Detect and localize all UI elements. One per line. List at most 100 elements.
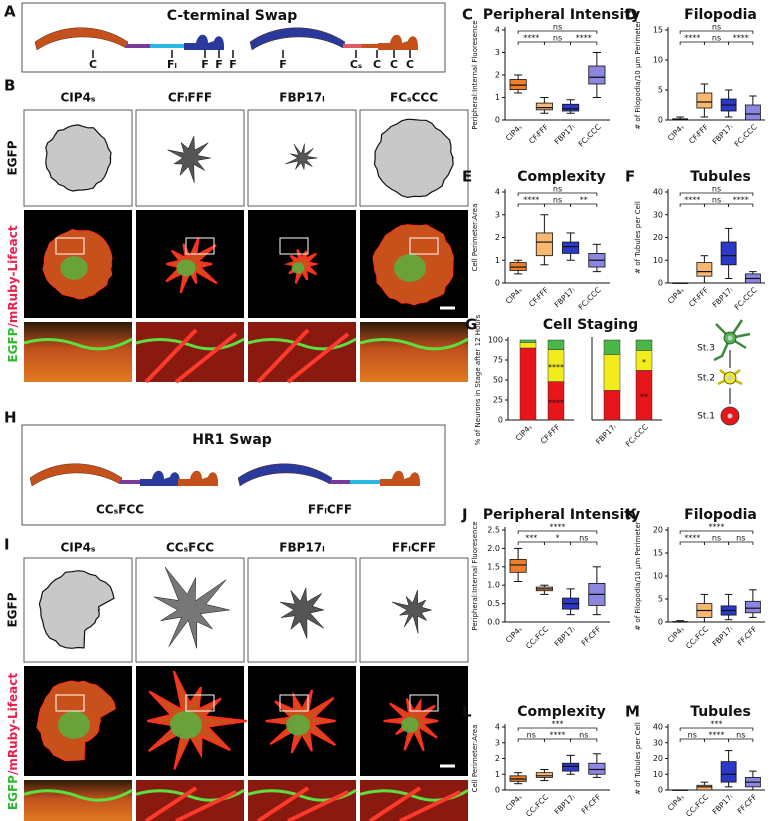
panel-label: L: [462, 703, 472, 721]
x-tick-label: FBP17ₗ: [711, 792, 735, 816]
cell-egfp: [153, 566, 230, 649]
cell-center: [170, 711, 202, 739]
x-tick-label: FBP17ₗ: [594, 422, 618, 446]
x-tick-label: CFₗFFF: [687, 285, 710, 308]
y-axis-title: % of Neurons in Stage after 12 Hours: [474, 314, 482, 445]
x-tick-label: CFₗFFF: [539, 422, 562, 445]
x-tick-label: CCₛFCC: [524, 624, 550, 650]
y-tick-label: 5: [658, 595, 663, 604]
protein-domain: [249, 27, 346, 51]
box: [720, 241, 737, 266]
bar-annotation: ****: [548, 363, 564, 372]
x-tick-label: FCₛCCC: [732, 122, 758, 148]
significance-label: ns: [579, 731, 588, 740]
significance-label: ****: [733, 196, 749, 205]
significance-label: ns: [712, 196, 721, 205]
zoom-edge: [359, 337, 469, 351]
significance-bracket: [570, 203, 598, 207]
y-tick-label: 0: [658, 618, 663, 627]
protein-domain: [178, 470, 218, 486]
legend-label: St.1: [697, 412, 715, 422]
construct-label: CCₛFCC: [96, 503, 144, 517]
cell-egfp: [391, 589, 433, 634]
box: [696, 92, 713, 109]
y-tick-label: 4: [495, 723, 500, 732]
y-tick-label: 40: [653, 188, 663, 197]
marker-label: C: [406, 58, 414, 71]
zoom-box: [185, 237, 215, 255]
column-header: CIP4ₛ: [61, 91, 96, 105]
zoom-image: [24, 322, 132, 382]
x-tick-label: FBP17ₗ: [711, 122, 735, 146]
panel-label: C: [462, 6, 473, 24]
x-tick-label: FFₗCFF: [736, 624, 759, 647]
y-axis-title: Cell Perimeter:Area: [471, 204, 479, 272]
zoom-box: [185, 694, 215, 712]
protein-domain: [380, 470, 420, 486]
legend-label: St.3: [697, 344, 715, 354]
zoom-box: [55, 694, 85, 712]
x-tick-label: CFₗFFF: [527, 122, 550, 145]
marker-label: F: [279, 58, 287, 71]
box: [696, 784, 713, 791]
y-tick-label: 100: [488, 336, 503, 345]
significance-label: ***: [711, 720, 723, 729]
zoom-filopodia: [144, 328, 238, 384]
cell-egfp: [167, 135, 211, 183]
significance-label: ****: [523, 34, 539, 43]
y-axis-title: # of Filopodia/10 µm Perimeter: [634, 20, 642, 129]
significance-label: ns: [712, 185, 721, 194]
y-tick-label: 0: [658, 116, 663, 125]
nucleus: [727, 335, 733, 341]
cell-center: [394, 254, 426, 282]
nucleus: [727, 375, 733, 381]
y-tick-label: 0: [658, 279, 663, 288]
bar-segment: [519, 347, 537, 421]
chart-title: Filopodia: [684, 7, 757, 23]
marker-label: F: [215, 58, 223, 71]
significance-label: ns: [736, 731, 745, 740]
panel-label: G: [465, 316, 477, 334]
x-tick-label: CIP4ₛ: [514, 422, 534, 442]
significance-label: ns: [736, 534, 745, 543]
x-tick-label: CIP4ₛ: [504, 285, 524, 305]
construct-label: FFₗCFF: [308, 503, 352, 517]
y-axis-title: # of Filopodia/10 µm Perimeter: [634, 521, 642, 630]
y-tick-label: 0.0: [487, 618, 500, 627]
neurite: [713, 319, 751, 362]
significance-label: ****: [550, 523, 566, 532]
box: [744, 600, 761, 614]
marker-label: C: [89, 58, 97, 71]
x-tick-label: CCₛFCC: [684, 792, 710, 818]
construct-box: [21, 424, 446, 526]
y-tick-label: 1.0: [487, 581, 500, 590]
panel-label: J: [461, 506, 468, 524]
panel-title: HR1 Swap: [192, 432, 272, 448]
y-axis-title: # of Tubules per Cell: [634, 201, 642, 274]
zoom-edge: [23, 789, 133, 802]
cell-center: [286, 714, 310, 736]
y-tick-label: 0: [498, 416, 503, 425]
column-header: FFₗCFF: [392, 541, 436, 555]
significance-bracket: [679, 192, 754, 196]
chart-title: Peripheral Intensity: [483, 7, 640, 23]
y-tick-label: 15: [653, 549, 663, 558]
significance-label: *: [556, 534, 560, 543]
row-label: EGFP: [6, 592, 20, 627]
bar-segment: [635, 339, 653, 351]
cell-egfp: [45, 124, 112, 192]
cell-egfp: [280, 587, 325, 639]
x-tick-label: FCₛCCC: [576, 285, 602, 311]
significance-bracket: [728, 41, 754, 45]
panel-title: C-terminal Swap: [167, 8, 297, 24]
y-tick-label: 30: [653, 738, 663, 747]
significance-bracket: [679, 727, 754, 731]
y-tick-label: 2: [495, 71, 500, 80]
box: [535, 772, 553, 778]
significance-label: ****: [550, 731, 566, 740]
x-tick-label: FBP17ₗ: [553, 792, 577, 816]
x-tick-label: CIP4ₛ: [666, 122, 686, 142]
significance-bracket: [570, 738, 598, 742]
x-tick-label: FFₗCFF: [580, 792, 603, 815]
